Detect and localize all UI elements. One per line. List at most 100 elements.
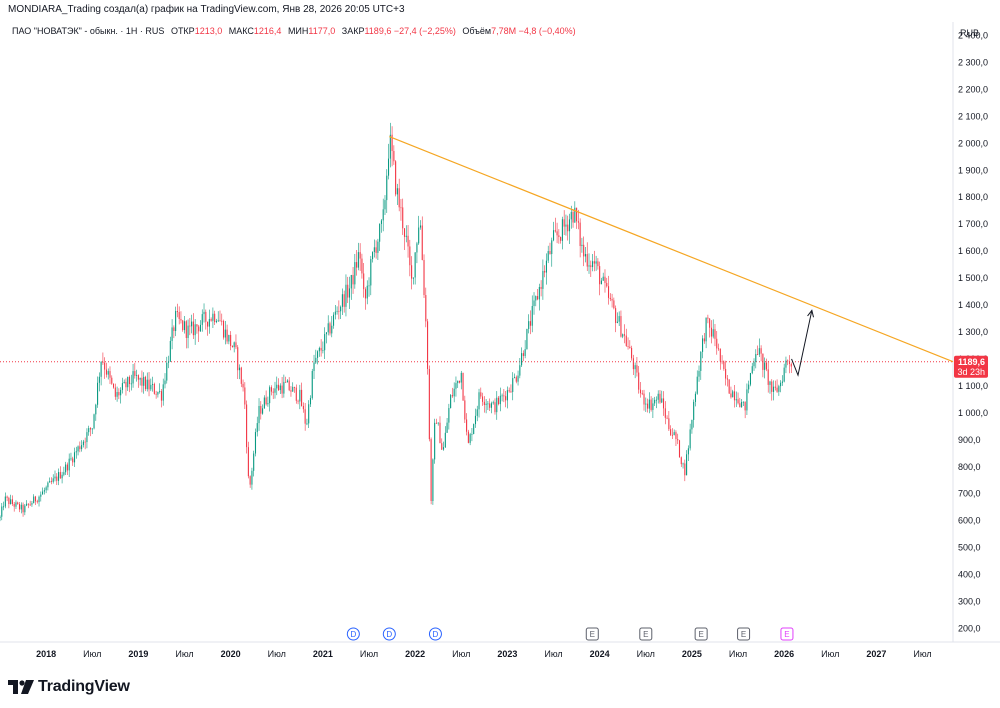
candle-body [210, 319, 212, 321]
candle-body [455, 383, 457, 389]
earnings-marker-label: E [741, 630, 746, 639]
candle-body [634, 365, 636, 370]
candle-body [361, 258, 363, 274]
candle-body [473, 424, 475, 435]
candle-body [29, 504, 31, 506]
candle-body [256, 423, 258, 433]
candle-body [744, 401, 746, 411]
candle-body [372, 252, 374, 260]
candle-body [114, 387, 116, 397]
candle-body [769, 381, 771, 385]
candle-body [515, 377, 517, 382]
candle-body [54, 476, 56, 479]
candle-body [304, 409, 306, 424]
candle-body [157, 392, 159, 395]
candle-body [503, 395, 505, 397]
candle-body [393, 150, 395, 162]
candle-body [308, 404, 310, 424]
tradingview-logo[interactable]: TradingView [8, 678, 130, 696]
candle-body [576, 207, 578, 222]
candle-body [348, 288, 351, 298]
candle-body [446, 422, 448, 433]
candle-body [327, 323, 329, 333]
candle-body [334, 311, 336, 315]
candle-body [762, 353, 764, 370]
candle-body [134, 371, 136, 376]
low-value: 1177,0 [308, 26, 336, 36]
candle-body [421, 225, 423, 261]
candle-body [765, 362, 767, 370]
candle-body [702, 338, 704, 352]
candle-body [533, 300, 535, 306]
candle-body [207, 321, 209, 327]
candle-body [260, 405, 262, 414]
candle-body [155, 393, 157, 395]
projection-arrow[interactable] [791, 309, 814, 377]
tradingview-logo-text: TradingView [38, 678, 130, 695]
candle-body [139, 377, 141, 380]
price-badge-value: 1189,6 [958, 357, 985, 367]
candle-body [166, 362, 168, 381]
candle-body [487, 403, 489, 405]
candle-body [597, 261, 599, 267]
candle-body [528, 321, 530, 329]
candle-body [444, 432, 446, 448]
candle-body [641, 393, 643, 395]
candle-body [615, 308, 617, 323]
candle-body [318, 347, 320, 352]
candle-body [159, 391, 161, 393]
candle-body [281, 385, 283, 394]
x-tick-label: 2024 [590, 649, 610, 659]
candle-body [416, 243, 418, 253]
candle-body [437, 422, 439, 424]
candle-body [231, 345, 233, 348]
candle-body [247, 447, 249, 477]
candle-body [343, 294, 345, 307]
candle-body [505, 396, 507, 401]
candle-body [127, 376, 129, 388]
candle-body [277, 384, 280, 391]
candle-body [84, 441, 86, 443]
candle-body [389, 134, 391, 159]
candle-series [0, 122, 792, 522]
earnings-marker [585, 627, 599, 641]
candle-body [549, 251, 551, 255]
candle-body [387, 158, 390, 176]
y-tick-label: 600,0 [958, 516, 981, 526]
candle-body [38, 496, 40, 503]
projection-path [791, 310, 813, 377]
candle-body [670, 429, 672, 435]
candle-body [453, 388, 455, 397]
x-tick-label: 2022 [405, 649, 425, 659]
y-tick-label: 900,0 [958, 435, 981, 445]
candle-body [6, 496, 8, 498]
candle-body [430, 439, 432, 501]
candle-body [751, 366, 753, 374]
candle-body [733, 391, 736, 401]
candle-body [173, 327, 175, 331]
symbol-name[interactable]: ПАО "НОВАТЭК" - обыкн. · 1Н · RUS [12, 26, 165, 36]
price-axis[interactable]: 200,0 300,0 400,0 500,0 600,0 700,0 800,0 900,0… [958, 30, 988, 633]
candle-body [368, 285, 370, 287]
candle-body [705, 317, 707, 342]
candle-body [442, 447, 445, 450]
trendline[interactable] [389, 136, 954, 363]
candle-body [737, 399, 739, 404]
candle-body [638, 372, 640, 390]
candle-body [450, 395, 452, 409]
candle-body [356, 262, 358, 268]
candle-body [345, 284, 347, 307]
candle-body [778, 386, 780, 392]
candle-body [552, 230, 555, 241]
candle-body [238, 367, 241, 371]
time-axis[interactable]: 2018 Июл 2019 Июл 2020 Июл 2021 Июл 2022 Июл 2023 И… [36, 649, 932, 659]
high-label: МАКС [228, 26, 254, 36]
candle-body [306, 423, 308, 425]
candle-body [405, 235, 407, 237]
candle-body [324, 334, 326, 351]
candle-body [91, 428, 93, 430]
candle-body [31, 503, 33, 505]
candle-body [506, 390, 508, 401]
candle-body [290, 390, 292, 392]
